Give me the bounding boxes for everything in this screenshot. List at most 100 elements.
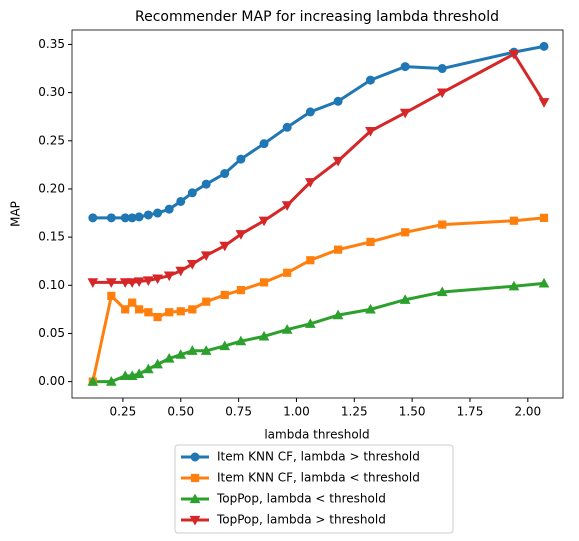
marker [436,286,448,297]
marker [400,62,410,72]
marker [332,156,344,167]
x-tick-label: 0.75 [225,405,252,419]
marker [202,297,211,306]
marker [508,280,520,291]
marker [259,139,269,149]
marker [163,271,175,282]
marker [304,178,316,188]
marker [175,266,187,277]
marker [305,107,315,117]
marker [152,358,163,369]
marker [258,330,270,341]
marker [119,370,131,380]
marker [438,220,447,229]
marker [258,216,270,227]
marker [399,294,411,304]
marker [399,108,411,119]
marker [281,324,293,334]
marker [366,237,375,247]
marker [236,154,246,164]
y-tick-label: 0.25 [38,133,65,147]
marker [306,256,315,265]
plot-frame [71,29,564,399]
marker [176,307,185,316]
marker [106,213,116,223]
legend-label: TopPop, lambda > threshold [216,513,386,527]
marker [538,98,550,108]
marker [143,363,154,374]
marker [436,88,448,99]
marker [508,49,520,60]
marker [539,213,549,222]
marker [134,212,144,222]
marker [163,352,175,363]
x-tick-label: 1.00 [283,405,310,419]
marker [365,127,376,137]
marker [107,291,116,300]
legend-marker [189,493,201,504]
legend-label: TopPop, lambda < threshold [216,492,386,506]
y-tick-label: 0.00 [38,374,65,388]
marker [188,305,197,314]
y-tick-label: 0.20 [38,181,65,195]
marker [509,216,519,225]
y-tick-label: 0.30 [38,85,65,99]
marker [220,169,230,179]
marker [176,196,186,206]
x-tick-label: 0.25 [110,405,137,419]
marker [105,376,117,386]
x-tick-label: 1.25 [341,405,368,419]
legend: Item KNN CF, lambda > threshold Item KNN … [174,444,454,534]
x-tick-label: 1.50 [399,405,426,419]
marker [437,64,447,74]
marker [105,278,117,288]
marker [119,278,131,288]
marker [144,308,153,317]
marker [126,278,138,288]
marker [121,305,130,314]
marker [538,277,550,288]
marker [153,208,163,218]
legend-box [174,444,454,534]
marker [200,345,212,355]
marker [143,210,153,220]
marker [235,335,247,346]
y-axis-label: MAP [9,201,23,227]
marker [332,309,344,320]
marker [187,188,197,198]
y-tick-label: 0.15 [38,230,65,244]
marker [333,96,343,106]
y-tick-label: 0.10 [38,278,65,292]
marker [219,241,231,252]
marker [201,179,211,189]
marker [143,276,154,287]
marker [165,308,174,317]
marker [88,213,98,223]
marker [401,228,410,237]
marker [152,274,163,285]
x-tick-label: 0.50 [167,405,194,419]
legend-label: Item KNN CF, lambda > threshold [217,450,420,464]
marker [283,268,292,277]
marker [333,245,343,254]
marker [135,305,144,314]
marker [87,278,99,288]
marker [282,122,292,132]
legend-label: Item KNN CF, lambda < threshold [217,471,420,485]
marker [133,368,145,379]
legend-marker [189,515,201,526]
marker [200,251,212,261]
marker [220,290,229,300]
chart-title: Recommender MAP for increasing lambda th… [135,9,499,25]
marker [259,278,269,287]
marker [133,277,145,287]
marker [365,75,375,85]
y-tick-label: 0.05 [38,326,65,340]
marker [186,259,198,270]
marker [539,41,549,51]
marker [236,286,246,295]
marker [87,376,99,386]
x-tick-label: 1.75 [457,405,484,419]
y-tick-label: 0.35 [38,37,65,51]
